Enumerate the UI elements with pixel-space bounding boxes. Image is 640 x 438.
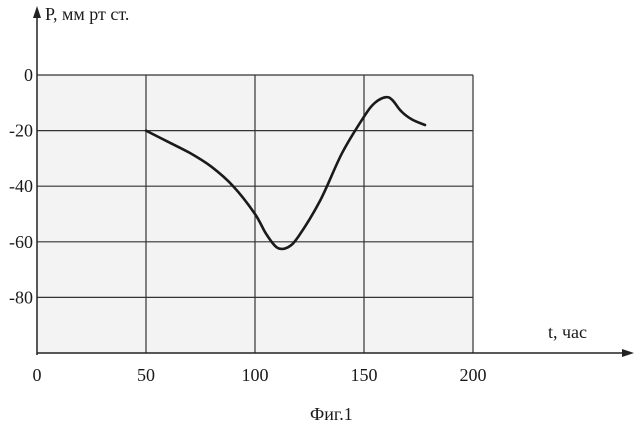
y-tick-label: 0 — [24, 65, 33, 85]
figure-caption: Фиг.1 — [310, 404, 353, 424]
y-tick-label: -20 — [9, 121, 33, 141]
y-tick-label: -80 — [9, 287, 33, 307]
y-axis-label: P, мм рт ст. — [45, 4, 129, 24]
y-tick-label: -40 — [9, 176, 33, 196]
x-tick-label: 200 — [460, 365, 487, 385]
x-tick-label: 50 — [137, 365, 155, 385]
x-axis-arrow — [622, 349, 634, 357]
y-axis-arrow — [33, 6, 41, 18]
x-axis-label: t, час — [548, 322, 587, 342]
x-tick-label: 100 — [242, 365, 269, 385]
x-tick-label: 150 — [351, 365, 378, 385]
x-tick-label: 0 — [33, 365, 42, 385]
y-tick-label: -60 — [9, 232, 33, 252]
